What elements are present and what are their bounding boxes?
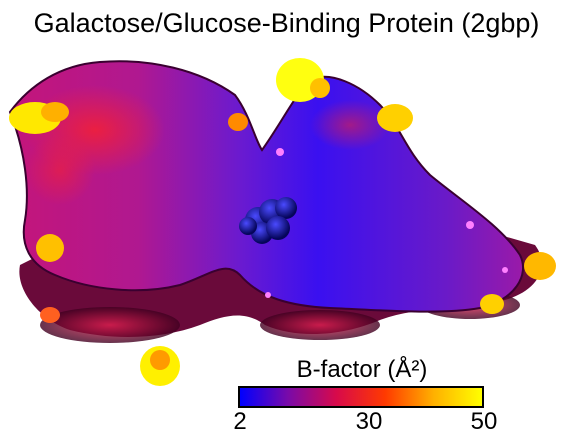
colorbar-tick-mid: 30 xyxy=(355,408,383,435)
colorbar-gradient xyxy=(238,386,484,408)
ligand-molecule xyxy=(239,197,297,244)
colorbar-tick-min: 2 xyxy=(233,408,247,435)
protein-surface-render xyxy=(8,58,556,386)
colorbar-label: B-factor (Å²) xyxy=(296,356,428,383)
figure-title: Galactose/Glucose-Binding Protein (2gbp) xyxy=(33,8,540,38)
colorbar: B-factor (Å²) 2 30 50 xyxy=(233,356,497,440)
colorbar-tick-max: 50 xyxy=(470,408,498,435)
